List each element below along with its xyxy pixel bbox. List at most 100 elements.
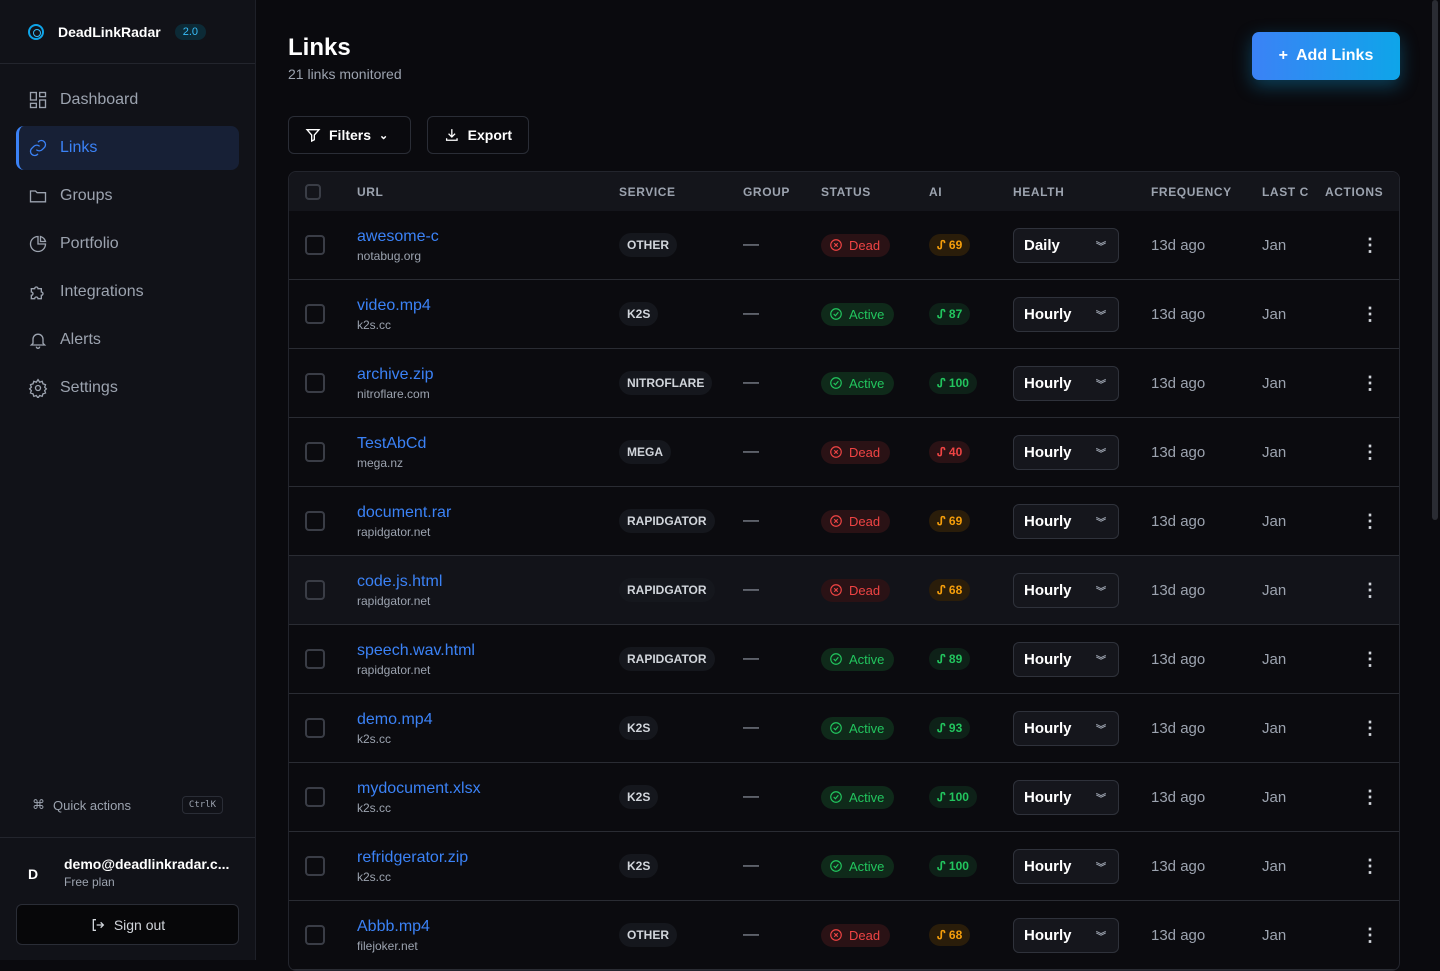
more-actions-icon[interactable]: ⋮	[1361, 855, 1379, 876]
more-actions-icon[interactable]: ⋮	[1361, 579, 1379, 600]
more-actions-icon[interactable]: ⋮	[1361, 372, 1379, 393]
frequency-select[interactable]: Hourly ︾	[1013, 503, 1119, 539]
table-row[interactable]: refridgerator.zip k2s.cc K2S — Active ᔑ 1…	[289, 832, 1399, 901]
link-name[interactable]: TestAbCd	[357, 434, 427, 452]
activity-icon: ᔑ	[937, 928, 946, 942]
link-name[interactable]: archive.zip	[357, 365, 434, 383]
table-row[interactable]: demo.mp4 k2s.cc K2S — Active ᔑ 93 Hourly ︾…	[289, 694, 1399, 763]
column-header-ai[interactable]: AI	[929, 184, 943, 199]
service-badge: MEGA	[619, 440, 671, 464]
table-row[interactable]: archive.zip nitroflare.com NITROFLARE — A…	[289, 349, 1399, 418]
frequency-select[interactable]: Hourly ︾	[1013, 296, 1119, 332]
link-name[interactable]: mydocument.xlsx	[357, 779, 481, 797]
table-row[interactable]: code.js.html rapidgator.net RAPIDGATOR — …	[289, 556, 1399, 625]
last-change: Jan	[1262, 581, 1287, 599]
column-header-last-c[interactable]: LAST C	[1262, 184, 1309, 199]
link-name[interactable]: speech.wav.html	[357, 641, 475, 659]
frequency-select[interactable]: Daily ︾	[1013, 227, 1119, 263]
link-name[interactable]: video.mp4	[357, 296, 431, 314]
user-email: demo@deadlinkradar.c...	[64, 856, 230, 872]
table-row[interactable]: mydocument.xlsx k2s.cc K2S — Active ᔑ 100…	[289, 763, 1399, 832]
last-change: Jan	[1262, 305, 1287, 323]
more-actions-icon[interactable]: ⋮	[1361, 234, 1379, 255]
more-actions-icon[interactable]: ⋮	[1361, 648, 1379, 669]
link-name[interactable]: document.rar	[357, 503, 452, 521]
brand[interactable]: DeadLinkRadar 2.0	[0, 0, 255, 64]
table-row[interactable]: Abbb.mp4 filejoker.net OTHER — Dead ᔑ 68 …	[289, 901, 1399, 970]
quick-actions-button[interactable]: ⌘ Quick actions CtrlK	[32, 796, 223, 814]
frequency-select[interactable]: Hourly ︾	[1013, 365, 1119, 401]
last-change: Jan	[1262, 443, 1287, 461]
chevron-down-icon: ︾	[1096, 655, 1106, 667]
table-row[interactable]: TestAbCd mega.nz MEGA — Dead ᔑ 40 Hourly ︾…	[289, 418, 1399, 487]
last-change: Jan	[1262, 650, 1287, 668]
sidebar-nav: Dashboard Links Groups Portfolio Integration…	[0, 64, 255, 410]
select-all-checkbox[interactable]	[305, 183, 321, 200]
sidebar-item-settings[interactable]: Settings	[16, 366, 239, 410]
sidebar-item-groups[interactable]: Groups	[16, 174, 239, 218]
frequency-select[interactable]: Hourly ︾	[1013, 917, 1119, 953]
column-header-service[interactable]: SERVICE	[619, 184, 676, 199]
export-button[interactable]: Export	[427, 116, 529, 154]
add-links-button[interactable]: + Add Links	[1252, 32, 1400, 80]
more-actions-icon[interactable]: ⋮	[1361, 717, 1379, 738]
column-header-frequency[interactable]: FREQUENCY	[1151, 184, 1232, 199]
more-actions-icon[interactable]: ⋮	[1361, 924, 1379, 945]
group-value: —	[743, 581, 759, 598]
frequency-select[interactable]: Hourly ︾	[1013, 779, 1119, 815]
column-header-actions[interactable]: ACTIONS	[1325, 184, 1384, 199]
status-badge: Active	[821, 647, 895, 671]
row-checkbox[interactable]	[305, 235, 325, 255]
filters-button[interactable]: Filters ⌄	[288, 116, 411, 154]
row-checkbox[interactable]	[305, 856, 325, 876]
scrollbar-thumb[interactable]	[1432, 0, 1438, 520]
scrollbar[interactable]	[1430, 0, 1440, 960]
row-checkbox[interactable]	[305, 925, 325, 945]
more-actions-icon[interactable]: ⋮	[1361, 441, 1379, 462]
sidebar-item-integrations[interactable]: Integrations	[16, 270, 239, 314]
sidebar-item-dashboard[interactable]: Dashboard	[16, 78, 239, 122]
status-label: Active	[849, 375, 885, 391]
link-name[interactable]: code.js.html	[357, 572, 443, 590]
command-icon: ⌘	[32, 797, 45, 812]
table-row[interactable]: awesome-c notabug.org OTHER — Dead ᔑ 69 D…	[289, 211, 1399, 280]
column-header-group[interactable]: GROUP	[743, 184, 791, 199]
filters-label: Filters	[329, 127, 372, 143]
table-row[interactable]: speech.wav.html rapidgator.net RAPIDGATOR…	[289, 625, 1399, 694]
frequency-select[interactable]: Hourly ︾	[1013, 848, 1119, 884]
link-name[interactable]: Abbb.mp4	[357, 917, 430, 935]
row-checkbox[interactable]	[305, 580, 325, 600]
link-name[interactable]: awesome-c	[357, 227, 439, 245]
link-name[interactable]: refridgerator.zip	[357, 848, 469, 866]
status-badge: Dead	[821, 578, 891, 602]
row-checkbox[interactable]	[305, 304, 325, 324]
row-checkbox[interactable]	[305, 787, 325, 807]
link-name[interactable]: demo.mp4	[357, 710, 433, 728]
sidebar-item-portfolio[interactable]: Portfolio	[16, 222, 239, 266]
sidebar-item-links[interactable]: Links	[16, 126, 239, 170]
row-checkbox[interactable]	[305, 442, 325, 462]
row-checkbox[interactable]	[305, 649, 325, 669]
row-checkbox[interactable]	[305, 373, 325, 393]
sign-out-button[interactable]: Sign out	[16, 904, 239, 945]
service-badge: K2S	[619, 854, 659, 878]
frequency-select[interactable]: Hourly ︾	[1013, 641, 1119, 677]
ai-score: 68	[948, 583, 963, 597]
frequency-select[interactable]: Hourly ︾	[1013, 572, 1119, 608]
frequency-select[interactable]: Hourly ︾	[1013, 710, 1119, 746]
table-row[interactable]: video.mp4 k2s.cc K2S — Active ᔑ 87 Hourly…	[289, 280, 1399, 349]
more-actions-icon[interactable]: ⋮	[1361, 786, 1379, 807]
sidebar: DeadLinkRadar 2.0 Dashboard Links Groups Po…	[0, 0, 256, 960]
column-header-health[interactable]: HEALTH	[1013, 184, 1065, 199]
row-checkbox[interactable]	[305, 718, 325, 738]
row-checkbox[interactable]	[305, 511, 325, 531]
column-header-status[interactable]: STATUS	[821, 184, 871, 199]
table-row[interactable]: document.rar rapidgator.net RAPIDGATOR — …	[289, 487, 1399, 556]
link-domain: k2s.cc	[357, 731, 392, 746]
column-header-url[interactable]: URL	[357, 184, 384, 199]
frequency-select[interactable]: Hourly ︾	[1013, 434, 1119, 470]
more-actions-icon[interactable]: ⋮	[1361, 510, 1379, 531]
radar-logo-icon	[28, 23, 44, 40]
sidebar-item-alerts[interactable]: Alerts	[16, 318, 239, 362]
more-actions-icon[interactable]: ⋮	[1361, 303, 1379, 324]
